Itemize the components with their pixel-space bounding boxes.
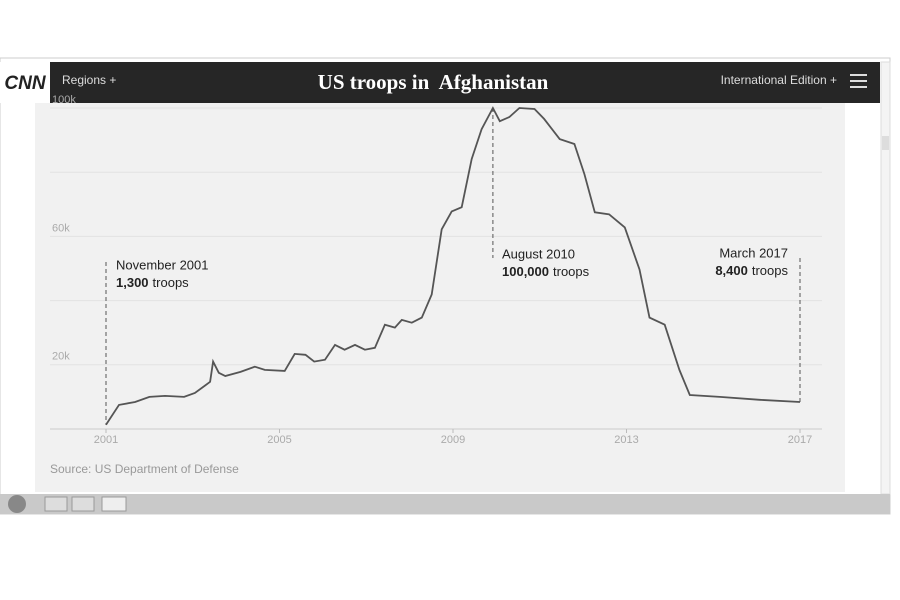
y-tick-label: 60k [52,222,70,234]
annotation-number: 100,000 [502,264,549,279]
x-tick-label: 2005 [267,434,291,446]
chart-area [35,102,845,492]
x-tick-label: 2009 [441,434,465,446]
taskbar-icon[interactable] [44,496,68,512]
scroll-thumb[interactable] [882,136,889,150]
x-tick-label: 2017 [788,434,812,446]
taskbar-icon[interactable] [71,496,95,512]
annotation-value: 8,400 troops [715,263,788,278]
annotation-date: March 2017 [719,245,788,260]
annotation-unit: troops [553,264,590,279]
logo[interactable]: CNN [4,73,46,94]
x-tick-label: 2001 [94,434,118,446]
annotation-unit: troops [752,263,789,278]
troop-line [105,106,801,426]
regions-menu[interactable]: Regions + [62,73,116,87]
taskbar [0,494,890,514]
annotation-date: November 2001 [116,257,209,272]
top-bar [0,62,880,103]
edition-menu[interactable]: International Edition + [721,73,837,87]
y-tick-label: 20k [52,351,70,363]
hamburger[interactable] [850,74,867,88]
annotation-date: August 2010 [502,246,575,261]
x-tick-label: 2013 [614,434,638,446]
annotation-number: 1,300 [116,275,149,290]
scrollbar[interactable] [880,61,891,495]
page-title: US troops in Afghanistan [318,70,549,94]
logo-box[interactable] [0,62,50,103]
annotation-value: 100,000 troops [502,264,590,279]
annotation-number: 8,400 [715,263,748,278]
plot: 20k 60k 100k 2001 2005 2009 2013 2017 November 2… [50,94,822,476]
source-note: Source: US Department of Defense [50,462,239,476]
taskbar-icon[interactable] [101,496,127,512]
annotation-value: 1,300 troops [116,275,189,290]
start-button[interactable] [8,495,26,513]
y-tick-label: 100k [52,94,76,106]
annotation-unit: troops [153,275,190,290]
